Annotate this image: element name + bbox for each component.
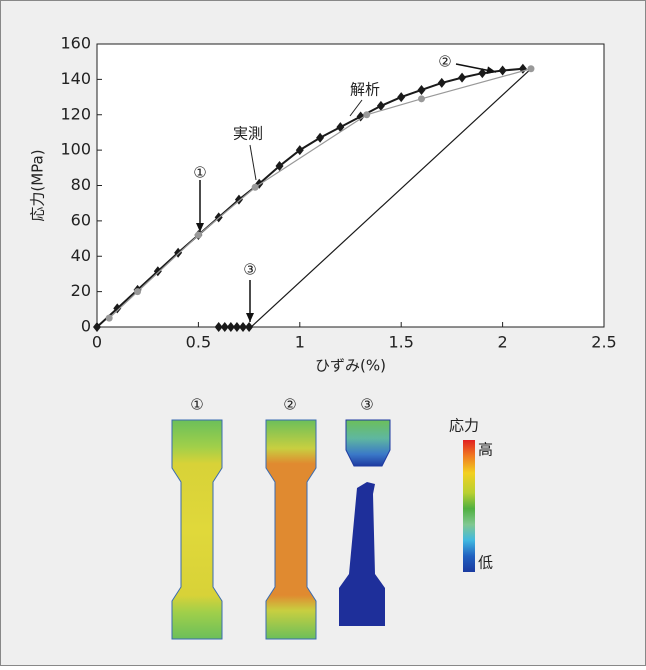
legend-low: 低 <box>478 554 493 572</box>
x-tick-label: 0.5 <box>186 333 211 352</box>
annotation: ① <box>193 164 206 182</box>
color-bar <box>463 440 475 572</box>
legend-title: 応力 <box>449 417 479 435</box>
circle-marker <box>527 65 534 72</box>
circle-marker <box>252 184 259 191</box>
specimen-label: ② <box>283 396 296 414</box>
y-tick-label: 60 <box>71 210 91 229</box>
legend-high: 高 <box>478 441 493 459</box>
circle-marker <box>363 111 370 118</box>
x-tick-label: 2.5 <box>591 333 616 352</box>
y-tick-label: 140 <box>60 69 91 88</box>
x-tick-label: 1.5 <box>388 333 413 352</box>
circle-marker <box>418 95 425 102</box>
circle-marker <box>134 288 141 295</box>
y-tick-label: 40 <box>71 246 91 265</box>
annotation: ③ <box>243 261 256 279</box>
specimen-label: ③ <box>360 396 373 414</box>
y-tick-label: 100 <box>60 140 91 159</box>
annotation: ② <box>438 53 451 71</box>
x-tick-label: 0 <box>92 333 102 352</box>
y-tick-label: 160 <box>60 34 91 53</box>
series-label: 解析 <box>350 81 380 99</box>
x-tick-label: 1 <box>295 333 305 352</box>
x-axis-label: ひずみ(%) <box>315 357 386 375</box>
circle-marker <box>195 232 202 239</box>
figure: 0 0.5 1 1.5 2 2.5 0 20 40 60 80 100 120 140 160 ひずみ(%) 応… <box>0 0 646 666</box>
y-tick-label: 80 <box>71 175 91 194</box>
specimen-label: ① <box>190 396 203 414</box>
y-tick-label: 0 <box>81 317 91 336</box>
y-tick-label: 20 <box>71 281 91 300</box>
page: 0 0.5 1 1.5 2 2.5 0 20 40 60 80 100 120 140 160 ひずみ(%) 応… <box>0 0 646 670</box>
specimen-3-top <box>346 420 390 466</box>
series-label: 実測 <box>233 125 263 143</box>
y-axis-label: 応力(MPa) <box>29 149 47 221</box>
circle-marker <box>106 315 113 322</box>
y-tick-label: 120 <box>60 104 91 123</box>
x-tick-label: 2 <box>498 333 508 352</box>
